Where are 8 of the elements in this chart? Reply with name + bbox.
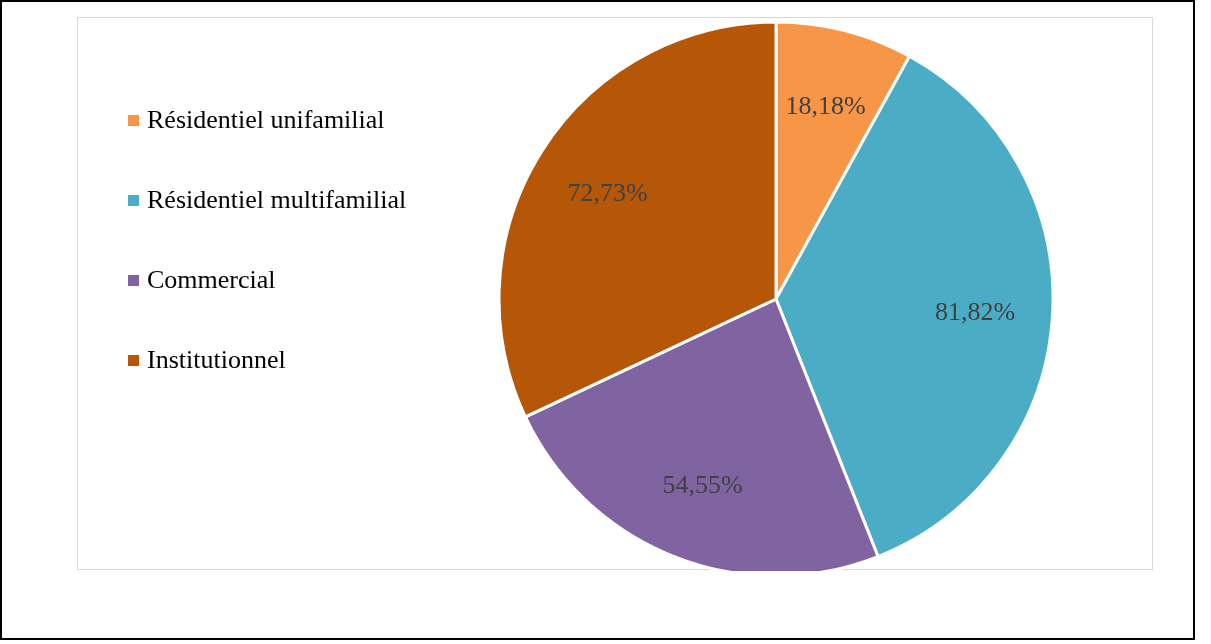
legend-label: Résidentiel unifamilial [147,105,385,135]
legend-label: Résidentiel multifamilial [147,185,407,215]
legend-label: Commercial [147,265,276,295]
data-label: 72,73% [567,177,648,207]
data-label: 81,82% [934,297,1016,327]
data-label: 54,55% [662,469,743,499]
legend-label: Institutionnel [147,345,286,375]
data-label: 18,18% [785,91,866,121]
